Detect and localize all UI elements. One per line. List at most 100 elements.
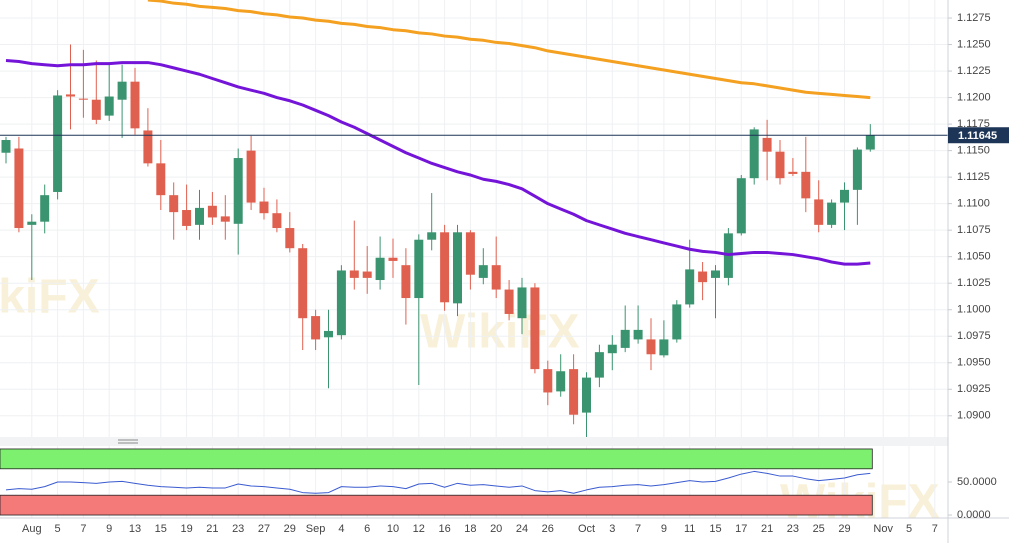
x-tick-label: 27 (258, 523, 270, 535)
candle-body (259, 201, 269, 214)
candle-body (775, 151, 785, 179)
candle-body (91, 99, 101, 120)
candle-body (569, 369, 579, 415)
candle-body (169, 195, 179, 213)
x-tick-label: 16 (438, 523, 450, 535)
candle-body (401, 265, 411, 299)
pane-separator (0, 437, 948, 446)
y-tick-label: 1.1175 (957, 118, 990, 130)
candle-body (698, 271, 708, 283)
x-tick-label: 12 (413, 523, 425, 535)
candle-body (840, 189, 849, 203)
x-tick-label: 15 (155, 523, 167, 535)
watermark: WikiFX (420, 306, 580, 359)
x-tick-label: Sep (306, 523, 326, 535)
candle-body (66, 94, 75, 97)
y-tick-label: 0.0000 (957, 509, 991, 521)
watermark: WikiFX (0, 271, 100, 324)
candle-body (195, 207, 204, 225)
x-tick-label: Nov (873, 523, 893, 535)
candle-body (182, 210, 192, 226)
series-line (147, 0, 871, 100)
candle-body (517, 287, 527, 319)
x-tick-label: 29 (838, 523, 850, 535)
y-tick-label: 1.1050 (957, 251, 991, 263)
series-line (5, 58, 871, 266)
y-tick-label: 50.0000 (957, 476, 997, 488)
x-tick-label: 15 (709, 523, 721, 535)
x-tick-label: 7 (932, 523, 938, 535)
x-tick-label: 19 (180, 523, 192, 535)
candle-body (736, 178, 746, 234)
y-tick-label: 1.1025 (957, 277, 991, 289)
indicator-band (0, 448, 873, 470)
candle-body (272, 213, 282, 229)
candle-body (349, 270, 359, 278)
x-tick-label: 23 (232, 523, 244, 535)
x-tick-label: 26 (542, 523, 554, 535)
x-tick-label: 11 (684, 523, 695, 535)
indicator-band (0, 494, 873, 516)
candle-body (762, 137, 772, 152)
candle-body (594, 352, 604, 378)
y-tick-label: 1.1200 (957, 91, 991, 103)
x-tick-label: 5 (55, 523, 61, 535)
x-tick-label: 9 (106, 523, 112, 535)
candle-body (336, 270, 346, 336)
candle-body (130, 81, 140, 129)
x-tick-label: 24 (516, 523, 528, 535)
candle-body (530, 287, 540, 370)
candle-body (478, 265, 488, 278)
x-tick-label: 17 (735, 523, 747, 535)
x-tick-label: 5 (906, 523, 912, 535)
x-tick-label: 20 (490, 523, 502, 535)
candle-body (427, 232, 437, 240)
last-price-label: 1.11645 (958, 130, 997, 142)
x-tick-label: 6 (364, 523, 370, 535)
y-tick-label: 1.0950 (957, 357, 991, 369)
y-tick-label: 1.0925 (957, 383, 991, 395)
candle-body (440, 232, 450, 303)
x-tick-label: 25 (813, 523, 825, 535)
y-tick-label: 1.1125 (957, 171, 990, 183)
candle-body (646, 339, 656, 355)
candle-body (207, 205, 217, 218)
candle-body (620, 329, 630, 348)
candle-body (40, 195, 50, 222)
x-tick-label: 29 (284, 523, 296, 535)
x-tick-label: Aug (22, 523, 42, 535)
y-tick-label: 1.1000 (957, 304, 991, 316)
candle-body (375, 257, 385, 281)
plot (0, 0, 948, 516)
candle-body (311, 316, 321, 340)
y-tick-label: 1.1100 (957, 198, 990, 210)
last-price-box (948, 127, 1009, 144)
y-tick-label: 1.1250 (957, 38, 991, 50)
candle-body (711, 270, 720, 278)
candle-body (14, 148, 24, 229)
x-tick-label: 18 (464, 523, 476, 535)
candle-body (543, 369, 553, 393)
candle-body (78, 98, 88, 100)
candle-body (117, 81, 127, 100)
y-tick-label: 1.1275 (957, 12, 991, 24)
candle-body (582, 377, 591, 413)
candle-body (388, 257, 398, 261)
y-tick-label: 1.1075 (957, 224, 991, 236)
candle-body (53, 95, 63, 192)
y-tick-label: 1.1150 (957, 145, 990, 157)
candle-body (27, 221, 37, 225)
x-tick-label: 4 (338, 523, 344, 535)
candle-body (1, 140, 11, 153)
x-tick-label: 23 (787, 523, 799, 535)
y-tick-label: 1.0900 (957, 410, 991, 422)
candle-body (672, 304, 682, 340)
candle-body (324, 330, 333, 338)
axes: Aug 5 7 9 13 15 19 21 23 27 29 Sep 4 6 10 12 16 18 20 24 26 O… (22, 12, 1009, 535)
candle-body (465, 232, 475, 275)
candle-body (156, 163, 166, 196)
x-tick-label: 21 (761, 523, 773, 535)
candle-body (233, 158, 243, 224)
series-line (5, 470, 871, 494)
